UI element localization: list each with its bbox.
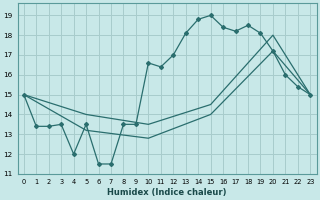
X-axis label: Humidex (Indice chaleur): Humidex (Indice chaleur) [107,188,227,197]
